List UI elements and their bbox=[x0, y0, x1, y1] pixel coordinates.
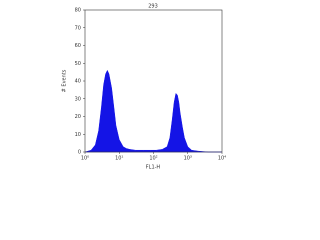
y-tick-label: 50 bbox=[75, 61, 81, 67]
y-tick-label: 20 bbox=[75, 114, 81, 120]
histogram-area bbox=[84, 69, 222, 153]
y-tick-label: 10 bbox=[75, 132, 81, 138]
x-axis-label: FL1-H bbox=[146, 165, 161, 171]
x-tick-label: 10² bbox=[149, 156, 157, 162]
y-tick-label: 60 bbox=[75, 43, 81, 49]
x-tick-label: 10⁴ bbox=[218, 156, 226, 162]
y-axis-label: # Events bbox=[62, 69, 68, 92]
x-tick-label: 10³ bbox=[184, 156, 192, 162]
chart: 293 FL1-H # Events 0 10 20 30 40 50 60 70 80 10⁰ 1… bbox=[62, 4, 227, 171]
y-tick-label: 80 bbox=[75, 8, 81, 14]
chart-title: 293 bbox=[148, 4, 158, 10]
x-tick-label: 10⁰ bbox=[81, 156, 89, 162]
y-tick-label: 40 bbox=[75, 79, 81, 85]
y-tick-label: 30 bbox=[75, 96, 81, 102]
y-tick-label: 70 bbox=[75, 25, 81, 31]
x-tick-label: 10¹ bbox=[115, 156, 123, 162]
y-tick-label: 0 bbox=[78, 150, 81, 156]
